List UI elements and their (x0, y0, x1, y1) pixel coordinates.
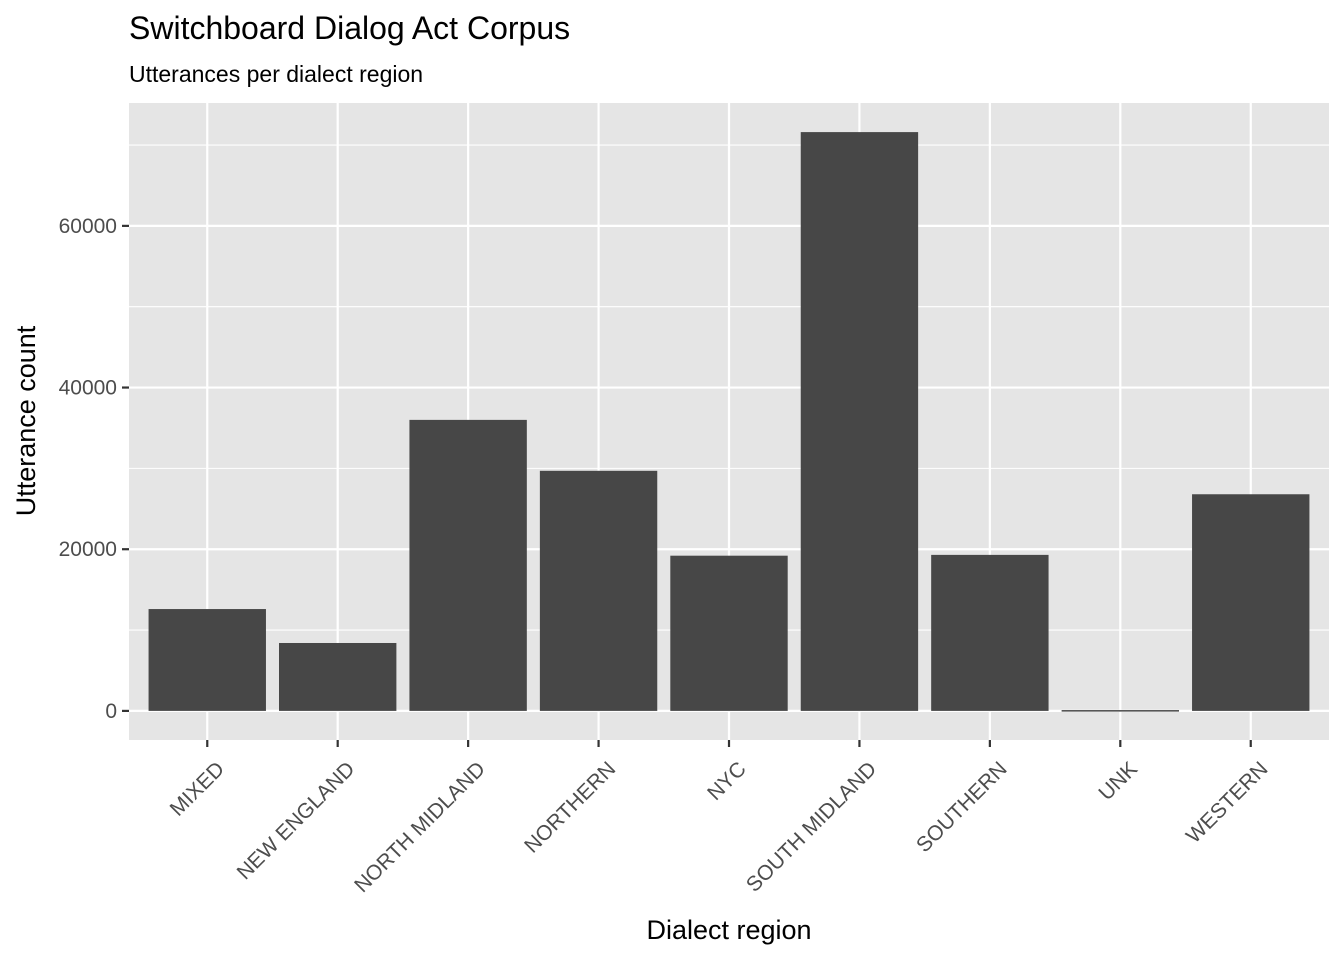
x-tick-label: UNK (1094, 757, 1142, 805)
x-tick-label: WESTERN (1182, 757, 1273, 848)
bar-nyc (670, 555, 788, 711)
x-tick-label: NORTH MIDLAND (350, 757, 490, 897)
bar-south-midland (800, 132, 919, 711)
bar-mixed (148, 609, 266, 711)
y-axis-title: Utterance count (11, 325, 41, 516)
x-tick-label: NYC (703, 757, 751, 805)
bar-unk (1061, 710, 1179, 712)
bar-southern (931, 554, 1049, 711)
bar-northern (539, 470, 658, 711)
y-tick-label: 40000 (59, 377, 117, 400)
x-tick-label: SOUTHERN (912, 757, 1012, 857)
bar-north-midland (409, 419, 527, 711)
x-tick-label: SOUTH MIDLAND (742, 757, 881, 896)
x-tick-label: NORTHERN (520, 757, 620, 857)
bars (148, 132, 1310, 712)
chart-subtitle: Utterances per dialect region (129, 61, 423, 87)
chart-title: Switchboard Dialog Act Corpus (129, 10, 570, 46)
x-tick-label: NEW ENGLAND (233, 757, 360, 884)
x-tick-label: MIXED (166, 757, 229, 820)
bar-western (1192, 494, 1310, 711)
y-tick-label: 60000 (59, 215, 117, 238)
x-axis-title: Dialect region (646, 915, 811, 945)
bar-new-england (279, 642, 397, 711)
y-tick-label: 0 (105, 700, 117, 723)
y-tick-label: 20000 (59, 538, 117, 561)
